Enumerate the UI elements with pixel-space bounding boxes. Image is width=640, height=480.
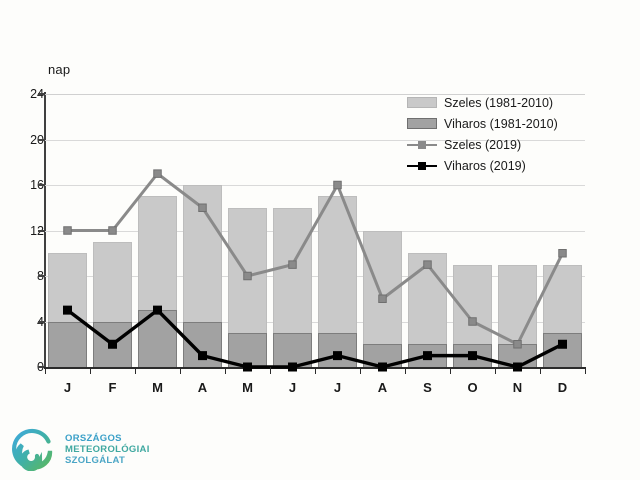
data-point-marker [153, 305, 162, 315]
line-viharos-2019- [66, 308, 564, 369]
legend-item-label: Viharos (1981-2010) [444, 116, 558, 131]
x-axis-tick-mark [495, 367, 496, 374]
y-axis-unit-label: nap [48, 62, 71, 77]
organization-logo: ORSZÁGOS METEOROLÓGIAI SZOLGÁLAT [12, 427, 150, 471]
bar-viharos-normal [363, 344, 402, 367]
x-axis-tick-mark [405, 367, 406, 374]
bar-viharos-normal [273, 332, 312, 367]
gridline [45, 94, 585, 95]
y-axis-tick-label: 24 [18, 87, 44, 101]
data-point-marker [198, 351, 207, 361]
plot-area [45, 94, 585, 372]
x-axis-tick-mark [135, 367, 136, 374]
x-axis-tick-label: F [108, 380, 117, 395]
data-point-marker [333, 351, 342, 361]
data-point-marker [558, 339, 567, 349]
y-axis-tick-mark [38, 275, 45, 277]
x-axis-tick-mark [225, 367, 226, 374]
gridline [45, 139, 585, 141]
legend-item-label: Szeles (1981-2010) [444, 95, 554, 110]
x-axis-tick-label: J [333, 380, 342, 395]
legend-swatch-icon [407, 139, 437, 150]
data-point-marker [333, 180, 342, 190]
data-point-marker [513, 362, 522, 372]
x-axis-tick-label: A [377, 380, 388, 395]
data-point-marker [243, 362, 252, 372]
data-point-marker [378, 362, 387, 372]
legend-item[interactable]: Szeles (2019) [407, 134, 597, 155]
y-axis-tick-mark [38, 229, 45, 232]
x-axis-tick-label: O [467, 380, 478, 395]
data-point-marker [423, 351, 432, 361]
legend-swatch-icon [407, 118, 437, 129]
data-point-marker [108, 226, 117, 235]
x-axis-tick-mark [585, 367, 586, 374]
data-point-marker [288, 260, 297, 269]
data-point-marker [108, 339, 117, 349]
legend-swatch-icon [407, 97, 437, 108]
data-point-marker [153, 169, 162, 178]
x-axis-tick-label: A [197, 380, 208, 395]
legend-item-label: Szeles (2019) [444, 137, 522, 152]
y-axis-tick-label: 12 [18, 224, 44, 238]
data-point-marker [558, 249, 567, 258]
data-point-marker [63, 226, 72, 235]
x-axis-tick-mark [90, 367, 91, 374]
chart-legend: Szeles (1981-2010) Viharos (1981-2010) Sze… [407, 92, 597, 176]
y-axis-tick-label: 20 [18, 133, 44, 147]
line-szeles-2019- [67, 172, 564, 346]
data-point-marker [468, 351, 477, 361]
x-axis-tick-label: S [423, 380, 432, 395]
legend-item[interactable]: Szeles (1981-2010) [407, 92, 597, 113]
data-point-marker [378, 294, 387, 303]
spiral-logo-icon [12, 428, 53, 471]
bar-viharos-normal [318, 332, 357, 367]
bar-viharos-normal [228, 332, 267, 367]
data-point-marker [468, 317, 477, 326]
x-axis-tick-mark [180, 367, 181, 374]
legend-item[interactable]: Viharos (2019) [407, 155, 597, 176]
x-axis-tick-label: D [557, 380, 568, 395]
gridline [45, 321, 585, 323]
x-axis-tick-mark [450, 367, 451, 374]
y-axis-tick-label: 16 [18, 178, 44, 192]
gridline [45, 276, 585, 277]
logo-line-2: METEOROLÓGIAI [65, 443, 150, 455]
x-axis-tick-label: M [152, 380, 163, 395]
x-axis-tick-mark [45, 367, 46, 374]
y-axis-tick-group: 04812162024 [0, 0, 45, 480]
y-axis-tick-mark [38, 366, 45, 368]
bar-viharos-normal [48, 321, 87, 367]
x-axis-tick-mark [540, 367, 541, 374]
x-axis-tick-label: J [288, 380, 297, 395]
x-axis-tick-label: N [512, 380, 523, 395]
y-axis-tick-mark [38, 138, 45, 141]
data-point-marker [243, 271, 252, 281]
y-axis-tick-mark [38, 320, 45, 323]
data-point-marker [198, 203, 207, 212]
logo-line-1: ORSZÁGOS [65, 432, 122, 444]
x-axis-tick-mark [270, 367, 271, 374]
data-point-marker [513, 340, 522, 349]
x-axis-tick-mark [360, 367, 361, 374]
legend-item-label: Viharos (2019) [444, 158, 526, 173]
logo-text: ORSZÁGOS METEOROLÓGIAI SZOLGÁLAT [65, 433, 150, 466]
data-point-marker [288, 362, 297, 372]
y-axis-tick-mark [38, 93, 45, 95]
y-axis-tick-mark [38, 184, 45, 186]
legend-swatch-icon [407, 160, 437, 171]
logo-line-3: SZOLGÁLAT [65, 454, 126, 466]
gridline [45, 230, 585, 232]
x-axis-tick-mark [315, 367, 316, 374]
x-axis-tick-label: M [242, 380, 253, 395]
legend-item[interactable]: Viharos (1981-2010) [407, 113, 597, 134]
gridline [45, 185, 585, 186]
bar-viharos-normal [543, 332, 582, 367]
data-point-marker [63, 305, 72, 315]
data-point-marker [423, 260, 432, 269]
x-axis-tick-label: J [63, 380, 72, 395]
line-series-group [63, 169, 567, 372]
